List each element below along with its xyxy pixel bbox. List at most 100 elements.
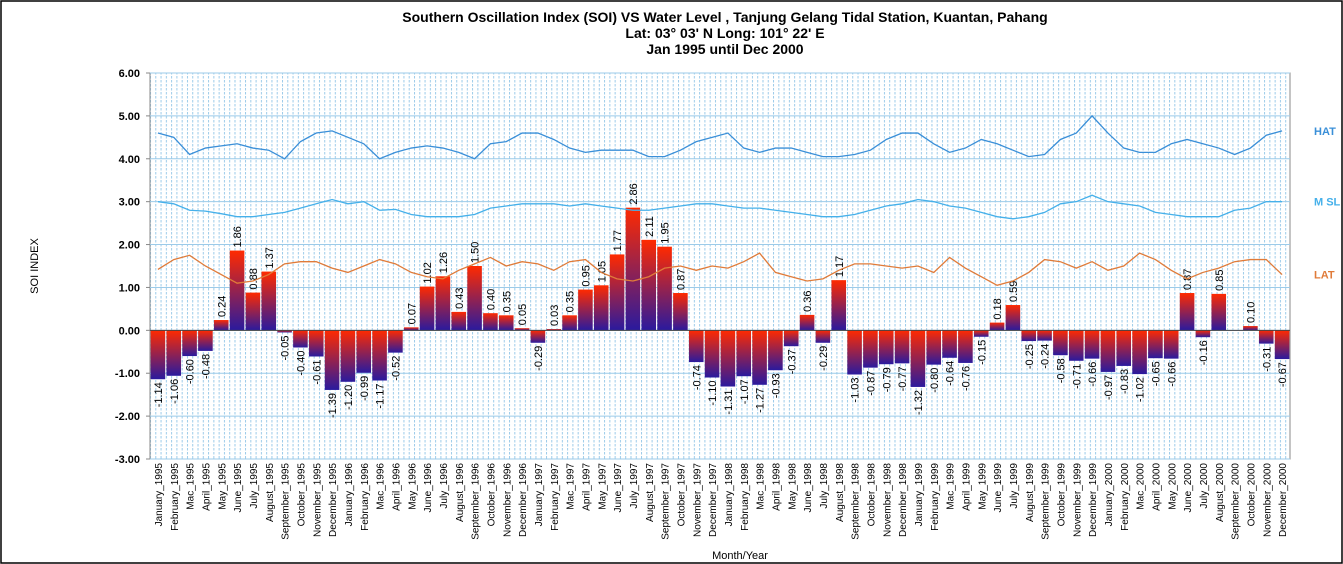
x-tick-label: January_2000 xyxy=(1104,463,1115,527)
bar xyxy=(910,330,926,387)
data-label: -1.07 xyxy=(739,379,751,404)
data-label: -0.15 xyxy=(976,340,988,365)
data-label: -0.83 xyxy=(1119,369,1131,394)
x-tick-label: Mac_1997 xyxy=(566,463,577,510)
bar xyxy=(847,330,862,375)
data-label: -0.05 xyxy=(280,335,292,360)
data-label: 2.11 xyxy=(644,216,656,237)
x-tick-label: September_2000 xyxy=(1231,463,1242,540)
bar xyxy=(625,207,641,331)
x-tick-label: May_1995 xyxy=(217,463,228,510)
bar xyxy=(213,320,229,331)
bar xyxy=(1148,330,1163,359)
data-label: -0.58 xyxy=(1055,358,1067,383)
data-label: -0.97 xyxy=(1103,375,1115,400)
bar xyxy=(736,330,752,377)
x-tick-label: October_1999 xyxy=(1056,463,1067,527)
y-tick-label: 6.00 xyxy=(119,68,140,80)
x-tick-label: January_1999 xyxy=(914,463,925,527)
x-tick-label: October_1995 xyxy=(296,463,307,527)
x-tick-label: June_1995 xyxy=(233,463,244,513)
bar xyxy=(799,314,815,331)
data-label: 1.86 xyxy=(232,226,244,247)
data-label: -0.52 xyxy=(390,356,402,381)
x-tick-label: June_1998 xyxy=(803,463,814,513)
bar xyxy=(1084,330,1100,359)
bar xyxy=(578,289,593,331)
bar xyxy=(372,330,387,381)
x-tick-label: November_1999 xyxy=(1072,463,1083,537)
data-label: -1.14 xyxy=(153,382,165,407)
plot-area xyxy=(149,72,1291,460)
chart-subtitle: Jan 1995 until Dec 2000 xyxy=(646,41,803,57)
data-label: 0.36 xyxy=(802,290,814,311)
y-tick-label: 0.00 xyxy=(119,325,140,337)
bar xyxy=(562,315,577,331)
bar xyxy=(720,330,736,387)
data-label: -0.24 xyxy=(1040,344,1052,369)
data-label: 0.87 xyxy=(1182,269,1194,290)
x-tick-label: April_1996 xyxy=(391,463,402,511)
x-tick-label: July_1996 xyxy=(439,463,450,509)
bar xyxy=(324,330,340,390)
x-tick-label: Mac_1999 xyxy=(946,463,957,510)
bar xyxy=(894,330,910,364)
bar xyxy=(388,330,403,353)
bar xyxy=(1068,330,1084,361)
data-label: 1.50 xyxy=(470,242,482,263)
x-axis-label: Month/Year xyxy=(712,550,768,562)
x-tick-label: September_1996 xyxy=(471,463,482,540)
data-label: 0.07 xyxy=(406,303,418,324)
bar xyxy=(498,315,514,331)
x-tick-label: January_1998 xyxy=(724,463,735,527)
x-tick-label: December_1996 xyxy=(518,463,529,537)
y-tick-label: 2.00 xyxy=(119,240,140,252)
bar xyxy=(657,246,672,331)
data-label: -0.66 xyxy=(1166,362,1178,387)
bar xyxy=(1243,326,1258,331)
x-tick-label: Mac_1998 xyxy=(756,463,767,510)
bar xyxy=(435,276,451,331)
bar xyxy=(783,330,799,347)
bar xyxy=(483,313,498,331)
x-tick-label: June_1999 xyxy=(993,463,1004,513)
y-tick-label: 3.00 xyxy=(119,197,140,209)
data-label: 1.37 xyxy=(264,247,276,268)
data-label: -1.02 xyxy=(1135,377,1147,402)
series-label: M SL xyxy=(1314,197,1341,209)
y-tick-label: 1.00 xyxy=(119,282,140,294)
y-axis-label: SOI INDEX xyxy=(29,238,41,294)
bar xyxy=(277,330,292,333)
line-series xyxy=(157,252,1283,286)
x-tick-label: September_1995 xyxy=(281,463,292,540)
data-label: 1.26 xyxy=(438,252,450,273)
x-tick-label: December_1995 xyxy=(328,463,339,537)
data-label: -0.29 xyxy=(818,346,830,371)
x-tick-label: December_1999 xyxy=(1088,463,1099,537)
x-tick-label: December_1998 xyxy=(898,463,909,537)
bar xyxy=(1100,330,1116,372)
data-label: 0.59 xyxy=(1008,281,1020,302)
y-tick-label: -3.00 xyxy=(115,454,140,466)
data-label: -0.71 xyxy=(1071,364,1083,389)
data-label: 0.88 xyxy=(248,268,260,289)
data-label: -1.10 xyxy=(707,381,719,406)
series-label: LAT xyxy=(1314,270,1335,282)
series-label: HAT xyxy=(1314,126,1336,138)
x-tick-label: February_2000 xyxy=(1120,463,1131,531)
x-tick-label: October_1997 xyxy=(676,463,687,527)
bar xyxy=(308,330,324,357)
data-label: 1.05 xyxy=(596,261,608,282)
x-tick-label: December_2000 xyxy=(1278,463,1289,537)
data-label: 0.35 xyxy=(565,291,577,312)
data-label: -0.29 xyxy=(533,346,545,371)
x-tick-label: October_1996 xyxy=(486,463,497,527)
y-tick-label: -2.00 xyxy=(115,411,140,423)
bar xyxy=(926,330,942,365)
x-tick-label: July_1997 xyxy=(629,463,640,509)
x-tick-label: November_1996 xyxy=(502,463,513,537)
data-label: -0.40 xyxy=(295,350,307,375)
bar xyxy=(958,330,973,363)
data-label: -1.32 xyxy=(913,390,925,415)
